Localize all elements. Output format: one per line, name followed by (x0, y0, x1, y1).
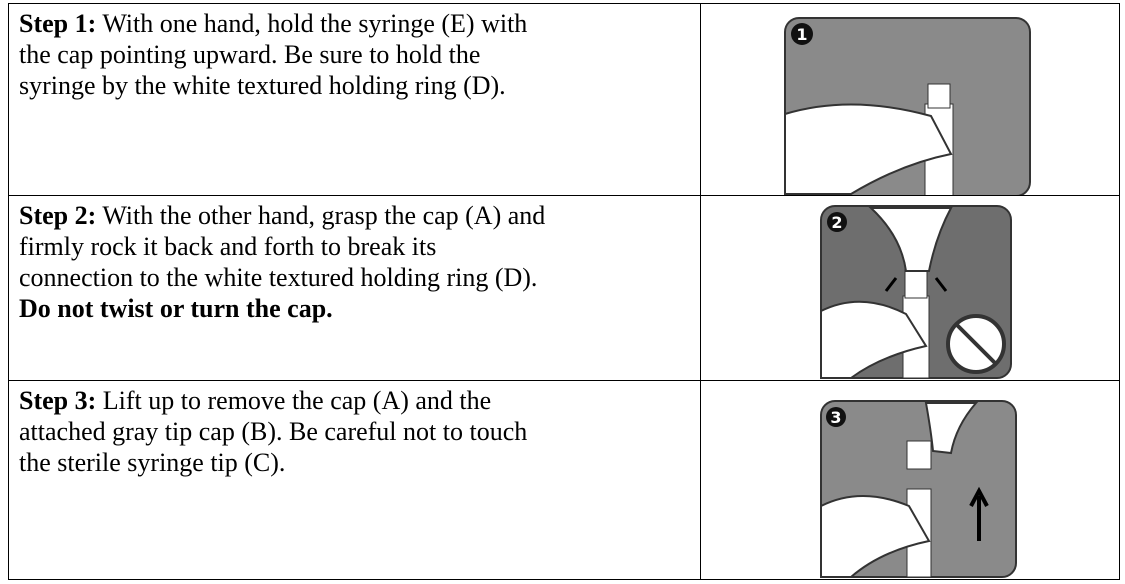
illustration: 1 (784, 17, 1031, 197)
step-label: Step 1: (19, 9, 97, 38)
badge-number: 3 (830, 408, 841, 427)
text-line: Step 2: With the other hand, grasp the c… (19, 200, 690, 231)
step-text: Step 3: Lift up to remove the cap (A) an… (8, 380, 701, 580)
rock-arrows (884, 277, 948, 292)
text-line: Step 3: Lift up to remove the cap (A) an… (19, 385, 690, 416)
image-cell: 3 (700, 380, 1120, 580)
cap (927, 83, 951, 109)
up-arrow (969, 486, 989, 541)
text-line: attached gray tip cap (B). Be careful no… (19, 417, 528, 446)
badge (826, 407, 846, 427)
text-line: With the other hand, grasp the cap (A) a… (102, 201, 546, 230)
text-line: connection to the white textured holding… (19, 263, 538, 292)
badge-number: 1 (796, 25, 807, 44)
badge (827, 212, 847, 232)
text-line: Step 1: With one hand, hold the syringe … (19, 8, 690, 39)
step-label: Step 3: (19, 386, 97, 415)
lower-hand (820, 300, 928, 379)
warning: Do not twist or turn the cap. (19, 294, 333, 323)
cap (906, 440, 932, 470)
badge-number: 2 (831, 213, 842, 232)
text-line: With one hand, hold the syringe (E) with (102, 9, 528, 38)
lower-hand (820, 495, 931, 578)
text-line: the cap pointing upward. Be sure to hold… (19, 40, 481, 69)
step-text: Step 1: With one hand, hold the syringe … (8, 3, 701, 196)
image-cell: 1 (700, 3, 1120, 197)
image-cell: 2 (700, 195, 1120, 381)
text-line: syringe by the white textured holding ri… (19, 71, 506, 100)
text-line: Lift up to remove the cap (A) and the (102, 386, 492, 415)
upper-hand (924, 402, 979, 455)
no-twist-slash (954, 322, 998, 366)
step-text: Step 2: With the other hand, grasp the c… (8, 195, 701, 381)
text-line: firmly rock it back and forth to break i… (19, 232, 437, 261)
hand (784, 103, 953, 195)
illustration: 2 (820, 205, 1012, 379)
illustration: 3 (820, 400, 1017, 578)
text-line: the sterile syringe tip (C). (19, 448, 286, 477)
step-label: Step 2: (19, 201, 97, 230)
badge (791, 23, 813, 45)
upper-hand (868, 207, 953, 272)
